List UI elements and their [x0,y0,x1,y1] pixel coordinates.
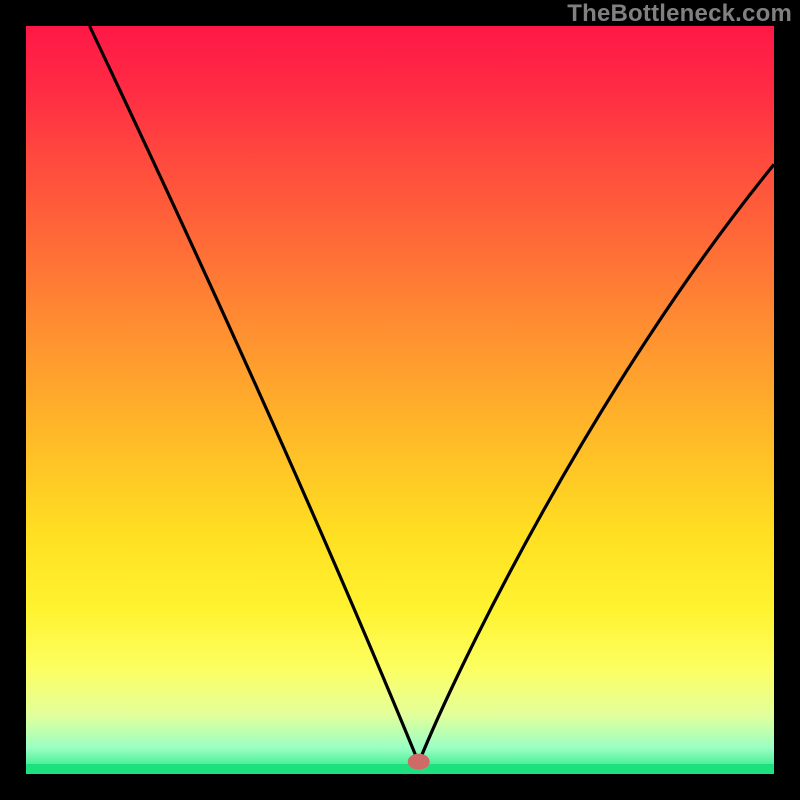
green-strip [26,764,774,774]
bottleneck-chart [0,0,800,800]
watermark-text: TheBottleneck.com [567,0,792,28]
chart-container: TheBottleneck.com [0,0,800,800]
plot-area [26,26,774,774]
optimal-point-marker [408,754,430,770]
